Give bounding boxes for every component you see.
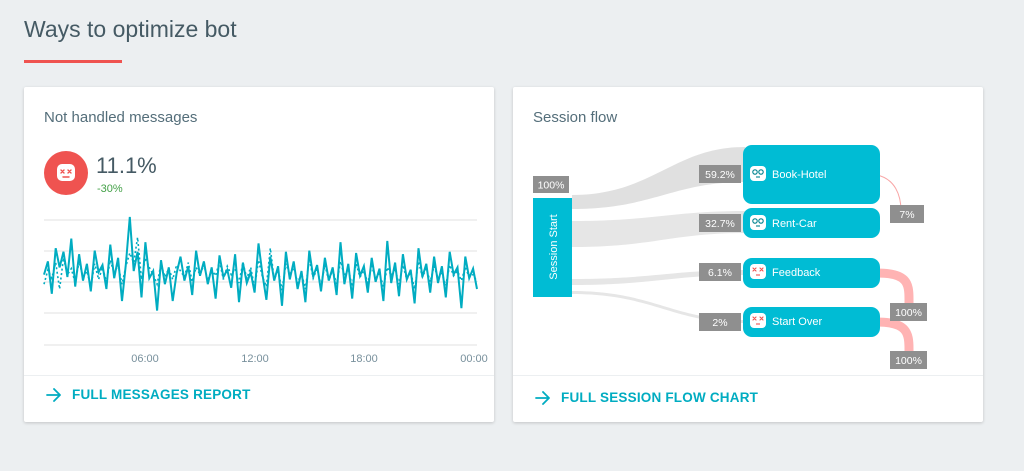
node-label-feedback: Feedback xyxy=(772,267,821,279)
exit-flow-feedback xyxy=(872,268,914,320)
node-label-book-hotel: Book-Hotel xyxy=(772,169,826,181)
not-handled-line-chart: 06:00 12:00 18:00 00:00 xyxy=(43,216,488,365)
link-label: FULL MESSAGES REPORT xyxy=(72,387,251,402)
bot-dead-icon xyxy=(44,151,88,195)
node-start-over[interactable] xyxy=(743,307,880,337)
card-footer-divider xyxy=(24,375,494,376)
link-label: FULL SESSION FLOW CHART xyxy=(561,390,759,405)
bot-glasses-icon xyxy=(750,215,766,230)
exit-text-feedback: 100% xyxy=(895,307,922,319)
exit-badge-feedback xyxy=(890,303,927,321)
bot-dead-icon xyxy=(750,313,766,328)
metric-value: 11.1% xyxy=(96,153,157,178)
bot-glasses-icon xyxy=(750,166,766,181)
card-title: Session flow xyxy=(533,109,618,126)
exit-text-start-over: 100% xyxy=(895,355,922,367)
node-label-start-over: Start Over xyxy=(772,316,822,328)
exit-text-book-hotel: 7% xyxy=(899,209,914,221)
not-handled-messages-card: Not handled messages 11.1% -30% 06:00 12:… xyxy=(24,87,494,422)
node-feedback[interactable] xyxy=(743,258,880,288)
metric-delta: -30% xyxy=(97,183,123,195)
start-pct-text: 100% xyxy=(538,180,565,192)
exit-flow-start-over xyxy=(872,317,914,368)
full-messages-report-link[interactable]: FULL MESSAGES REPORT xyxy=(46,387,251,402)
session-start-node[interactable] xyxy=(533,198,572,297)
arrow-right-icon xyxy=(46,387,62,402)
card-footer-divider xyxy=(513,375,983,376)
pct-text-feedback: 6.1% xyxy=(708,267,732,279)
x-tick-label: 18:00 xyxy=(350,353,378,365)
pct-text-book-hotel: 59.2% xyxy=(705,169,735,181)
exit-badge-start-over xyxy=(890,351,927,369)
x-tick-label: 00:00 xyxy=(460,353,488,365)
pct-badge-rent-car xyxy=(699,214,741,232)
arrow-right-icon xyxy=(535,390,551,405)
page-title: Ways to optimize bot xyxy=(24,16,237,42)
full-session-flow-chart-link[interactable]: FULL SESSION FLOW CHART xyxy=(535,390,758,405)
card-title: Not handled messages xyxy=(44,109,198,126)
flow-to-book-hotel xyxy=(572,147,745,209)
pct-badge-feedback xyxy=(699,263,741,281)
title-underline xyxy=(24,60,122,63)
pct-badge-start-over xyxy=(699,313,741,331)
node-book-hotel[interactable] xyxy=(743,145,880,204)
session-start-label: Session Start xyxy=(548,214,560,279)
pct-text-start-over: 2% xyxy=(712,317,727,329)
x-tick-label: 06:00 xyxy=(131,353,159,365)
node-rent-car[interactable] xyxy=(743,208,880,238)
bot-dead-icon xyxy=(750,264,766,279)
pct-text-rent-car: 32.7% xyxy=(705,218,735,230)
exit-badge-book-hotel xyxy=(890,205,924,223)
session-flow-card: Session flow Session Start 100% 59.2% Bo… xyxy=(513,87,983,422)
start-pct-badge xyxy=(533,176,569,193)
flow-to-start-over xyxy=(572,291,745,323)
pct-badge-book-hotel xyxy=(699,165,741,183)
node-label-rent-car: Rent-Car xyxy=(772,218,817,230)
session-flow-chart: Session Start 100% 59.2% Book-Hotel 7% 3… xyxy=(533,145,927,369)
current-series-line xyxy=(43,216,478,311)
x-tick-label: 12:00 xyxy=(241,353,269,365)
